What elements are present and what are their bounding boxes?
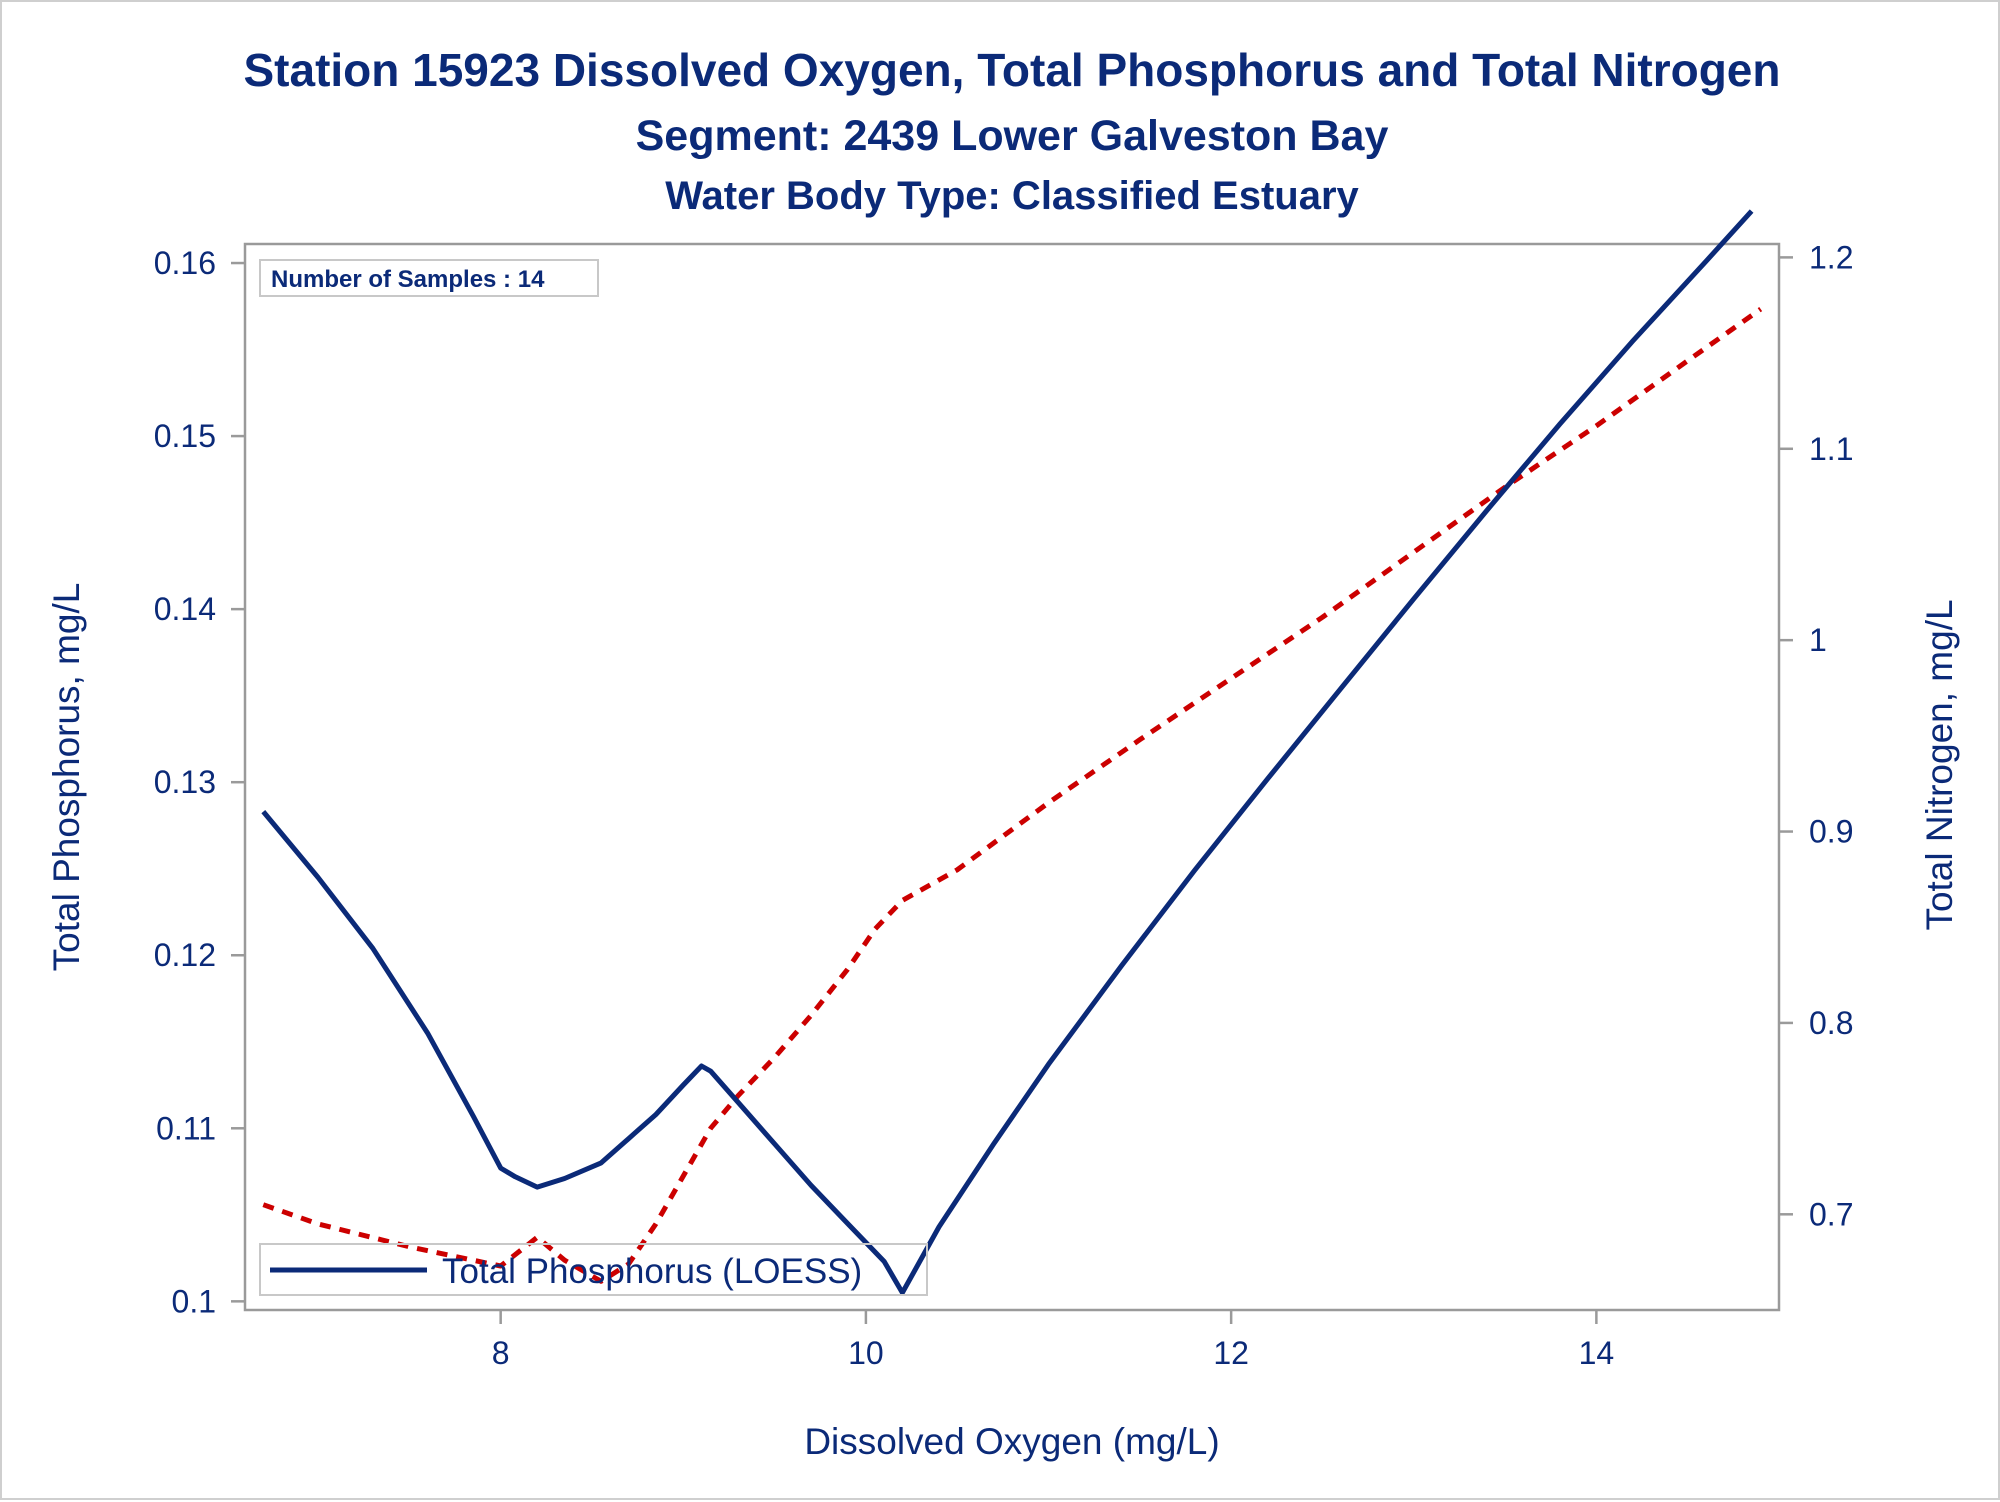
sample-count-text: Number of Samples : 14 <box>271 266 545 293</box>
y-tick-label: 0.12 <box>154 937 216 973</box>
chart-subtitle-2: Water Body Type: Classified Estuary <box>665 174 1359 218</box>
y-tick-label: 0.15 <box>154 418 216 454</box>
y-tick-label: 0.16 <box>154 245 216 281</box>
y2-tick-label: 1.1 <box>1809 431 1853 467</box>
phosphorus-loess-line <box>261 209 1754 1296</box>
y-tick-label: 0.13 <box>154 764 216 800</box>
y-tick-label: 0.14 <box>154 591 216 627</box>
y-axis-right-label: Total Nitrogen, mg/L <box>1919 599 1960 930</box>
y-axis-left: 0.1 0.11 0.12 0.13 0.14 0.15 0.16 <box>154 245 245 1319</box>
x-axis: 8 10 12 14 <box>492 1310 1614 1371</box>
y2-tick-label: 1.2 <box>1809 239 1853 275</box>
chart-title: Station 15923 Dissolved Oxygen, Total Ph… <box>243 44 1780 96</box>
x-tick-label: 12 <box>1213 1335 1249 1371</box>
plot-area <box>243 242 1781 1312</box>
y2-tick-label: 0.9 <box>1809 814 1853 850</box>
x-tick-label: 10 <box>848 1335 884 1371</box>
legend-box <box>259 1243 928 1296</box>
x-tick-label: 8 <box>492 1335 510 1371</box>
legend-label-phosphorus: Total Phosphorus (LOESS) <box>442 1252 862 1291</box>
y2-tick-label: 0.7 <box>1809 1196 1853 1232</box>
y2-tick-label: 1 <box>1809 622 1827 658</box>
y-axis-right: 0.7 0.8 0.9 1 1.1 1.2 <box>1779 239 1853 1232</box>
y-tick-label: 0.11 <box>156 1110 216 1146</box>
series-layer <box>261 209 1763 1296</box>
x-axis-label: Dissolved Oxygen (mg/L) <box>804 1421 1219 1462</box>
y2-tick-label: 0.8 <box>1809 1005 1853 1041</box>
inset-box <box>259 259 599 297</box>
sample-count-inset: Number of Samples : 14 <box>259 259 599 297</box>
chart-subtitle: Segment: 2439 Lower Galveston Bay <box>636 112 1389 160</box>
y-tick-label: 0.1 <box>172 1283 216 1319</box>
x-tick-label: 14 <box>1579 1335 1615 1371</box>
legend: Total Phosphorus (LOESS) <box>259 1243 928 1296</box>
y-axis-left-label: Total Phosphorus, mg/L <box>46 583 87 972</box>
